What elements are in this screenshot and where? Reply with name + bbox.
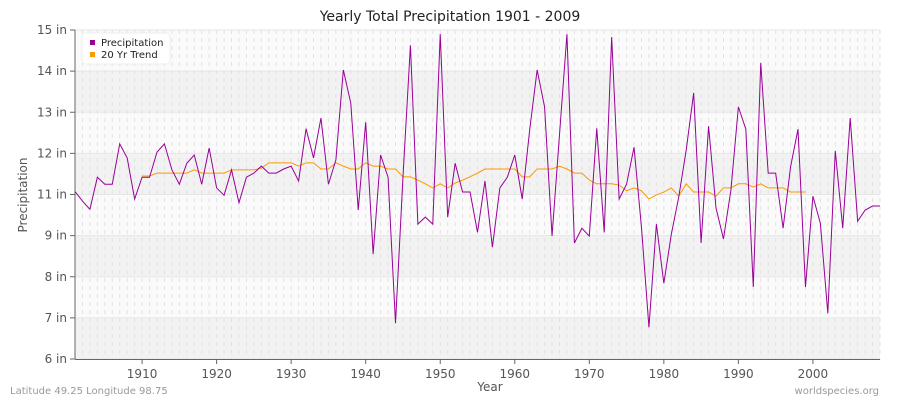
- x-tick-label: 1920: [201, 367, 232, 381]
- x-tick-label: 1960: [499, 367, 530, 381]
- x-tick-label: 1990: [723, 367, 754, 381]
- legend-precipitation-swatch: [90, 40, 95, 45]
- legend-precipitation-label: Precipitation: [101, 38, 164, 49]
- chart-title: Yearly Total Precipitation 1901 - 2009: [319, 9, 581, 25]
- x-tick-label: 1910: [127, 367, 158, 381]
- x-tick-label: 2000: [798, 367, 829, 381]
- precipitation-series-line: [74, 34, 880, 328]
- x-tick-label: 1950: [425, 367, 456, 381]
- legend-box: [81, 32, 171, 65]
- y-tick-label: 11 in: [37, 188, 67, 202]
- legend-trend-label: 20 Yr Trend: [101, 50, 158, 61]
- x-axis-ticks: 1910 1920 1930 1940 1950 1960 1970 1980 1990 2000: [127, 359, 828, 381]
- y-tick-label: 7 in: [45, 311, 67, 325]
- legend: Precipitation 20 Yr Trend: [81, 32, 171, 65]
- y-axis-ticks: 15 in 14 in 13 in 12 in 11 in 9 in 8 in 7 in 6 i…: [37, 23, 75, 366]
- y-tick-label: 13 in: [37, 105, 67, 119]
- x-tick-label: 1970: [574, 367, 605, 381]
- y-tick-label: 6 in: [45, 352, 67, 366]
- legend-trend-swatch: [90, 52, 95, 57]
- footer-coordinates: Latitude 49.25 Longitude 98.75: [10, 386, 168, 397]
- y-tick-label: 12 in: [37, 146, 67, 160]
- vertical-gridlines: [81, 30, 881, 359]
- footer-source: worldspecies.org: [795, 386, 879, 397]
- x-tick-label: 1930: [276, 367, 307, 381]
- y-axis-label: Precipitation: [16, 157, 30, 232]
- trend-series-line: [142, 162, 806, 200]
- y-tick-label: 15 in: [37, 23, 67, 37]
- x-tick-label: 1980: [649, 367, 680, 381]
- y-tick-label: 8 in: [45, 270, 67, 284]
- x-tick-label: 1940: [350, 367, 381, 381]
- x-axis-label: Year: [476, 380, 502, 394]
- y-tick-label: 9 in: [45, 229, 67, 243]
- y-tick-label: 14 in: [37, 64, 67, 78]
